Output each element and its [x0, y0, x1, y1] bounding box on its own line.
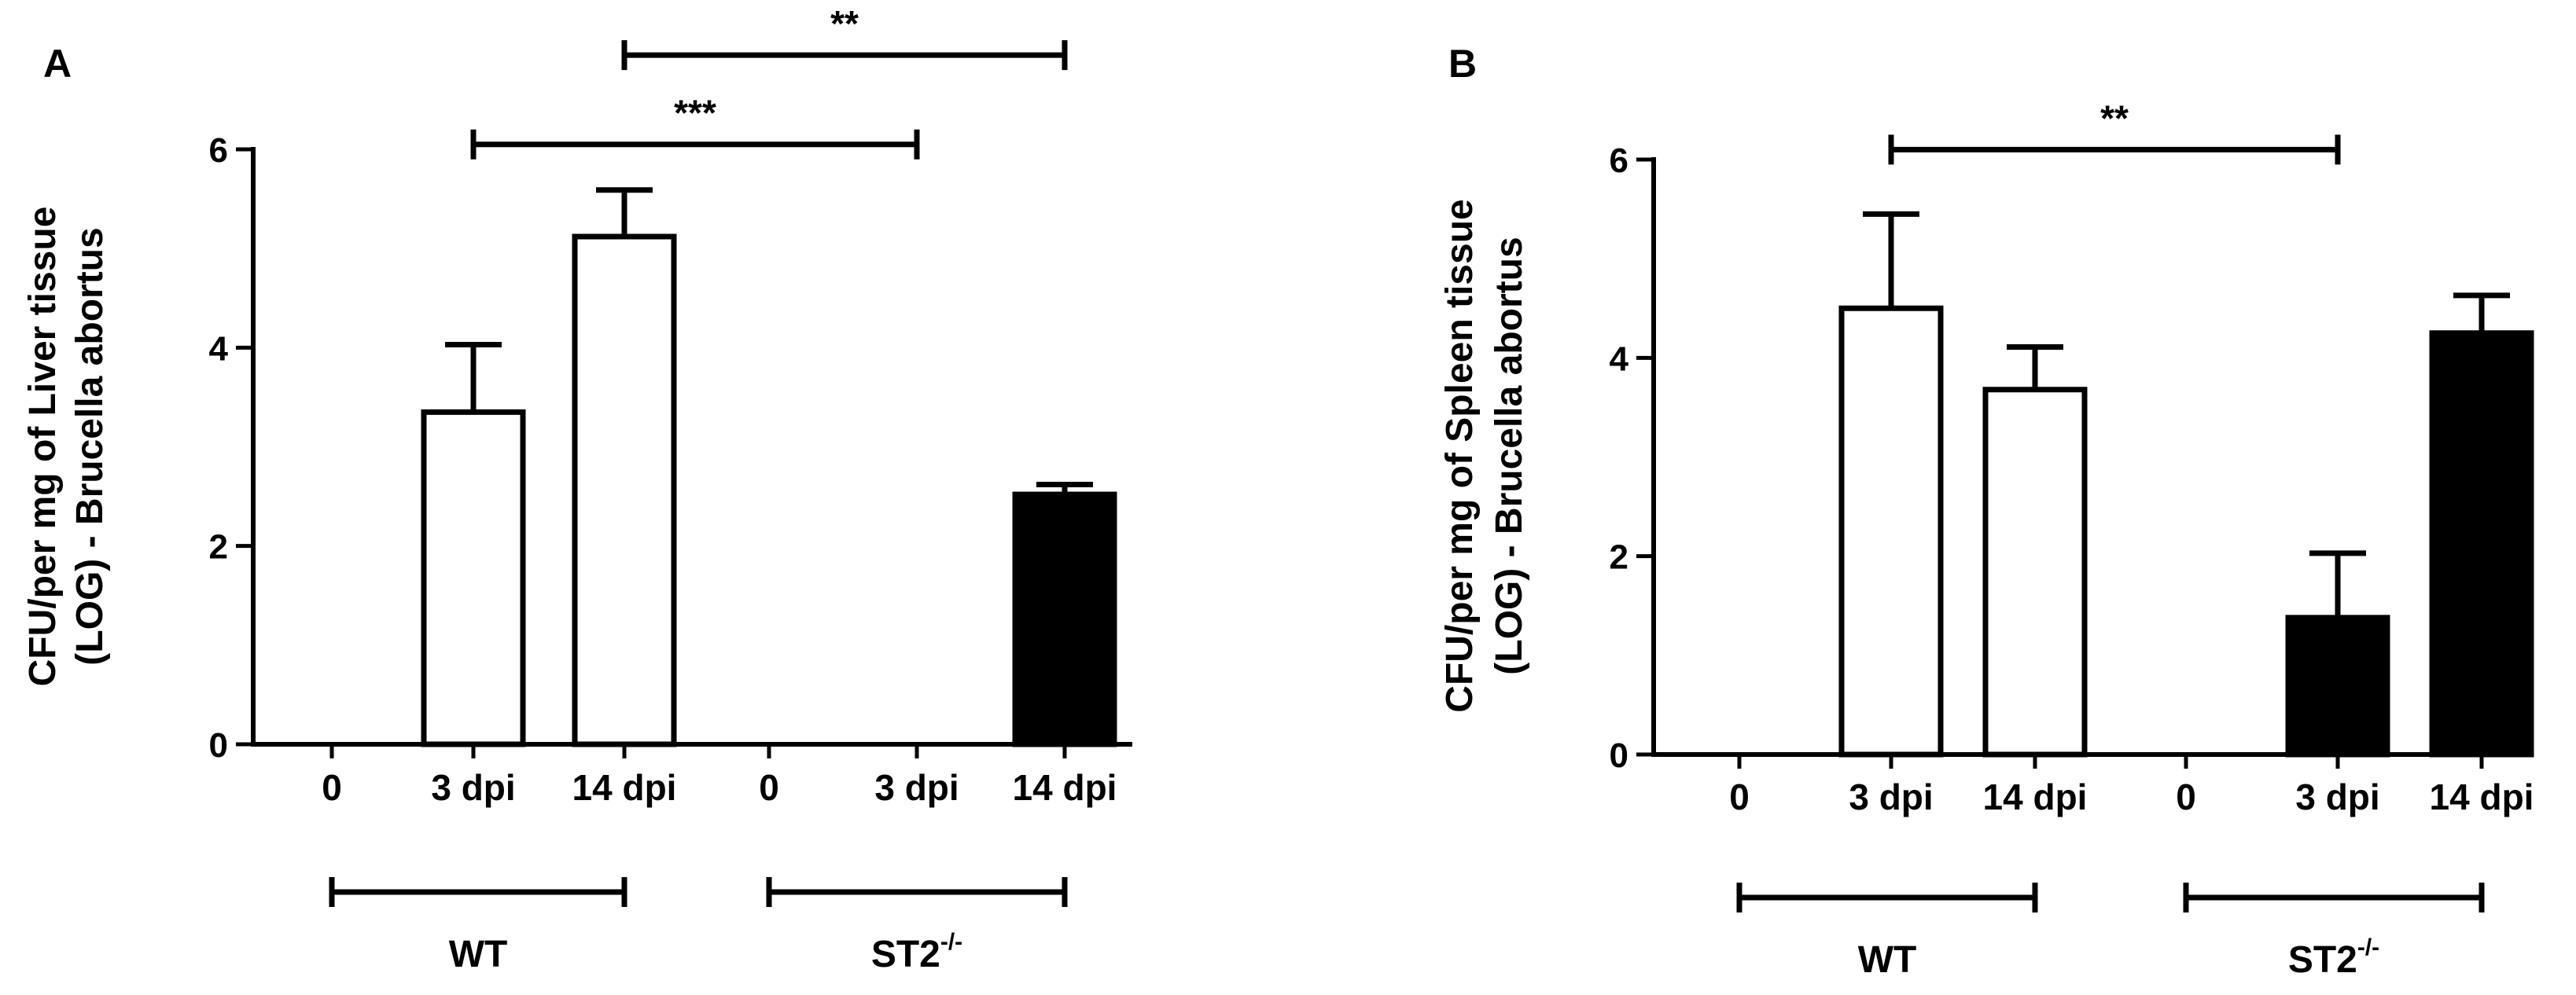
y-tick-label: 4: [1610, 340, 1629, 378]
bar: [421, 409, 526, 747]
x-tick-label: 14 dpi: [572, 767, 677, 808]
x-tick-label: 3 dpi: [874, 767, 959, 808]
bar: [1012, 491, 1117, 747]
panel-a: A CFU/per mg of Liver tissue (LOG) - Bruce…: [22, 3, 1132, 975]
group-label: ST2-/-: [2288, 934, 2379, 981]
y-axis-label: (LOG) - Brucella abortus: [69, 227, 111, 665]
group-label: WT: [449, 934, 508, 975]
y-tick-label: 2: [209, 528, 228, 567]
bar: [1982, 387, 2088, 758]
group-label-text: WT: [1858, 939, 1917, 981]
y-tick-label: 0: [1610, 736, 1628, 775]
x-tick-label: 14 dpi: [1013, 767, 1117, 808]
bar: [1838, 305, 1944, 758]
significance-label: **: [830, 3, 859, 44]
x-tick-label: 0: [1729, 777, 1750, 817]
panel-b: B CFU/per mg of Spleen tissue (LOG) - Bruc…: [1439, 42, 2534, 981]
x-tick-label: 0: [759, 767, 779, 808]
y-tick-label: 0: [209, 726, 228, 765]
bar: [2429, 330, 2534, 758]
x-tick-label: 0: [322, 767, 342, 808]
y-tick-label: 2: [1610, 538, 1628, 577]
x-tick-label: 14 dpi: [1983, 777, 2088, 817]
y-tick-label: 4: [209, 329, 229, 368]
x-tick-label: 3 dpi: [1849, 777, 1933, 817]
panel-label: B: [1448, 42, 1477, 86]
bar: [2285, 615, 2390, 758]
y-axis-label: CFU/per mg of Liver tissue: [22, 207, 64, 687]
group-label-superscript: -/-: [2357, 934, 2379, 960]
group-label: ST2-/-: [871, 929, 962, 975]
group-label-text: ST2: [871, 934, 940, 975]
significance-label: **: [2100, 97, 2129, 138]
y-axis-label: (LOG) - Brucella abortus: [1489, 237, 1530, 674]
x-tick-label: 0: [2176, 777, 2196, 817]
panel-label: A: [43, 42, 72, 86]
group-label-text: ST2: [2288, 939, 2357, 981]
x-tick-label: 3 dpi: [431, 767, 515, 808]
significance-label: ***: [674, 93, 716, 134]
x-tick-label: 14 dpi: [2430, 777, 2534, 817]
y-tick-label: 6: [209, 131, 228, 170]
group-label-superscript: -/-: [940, 929, 962, 955]
y-axis-label: CFU/per mg of Spleen tissue: [1439, 199, 1481, 712]
bar: [572, 233, 677, 747]
y-tick-label: 6: [1610, 141, 1628, 180]
group-label-text: WT: [449, 934, 508, 975]
group-label: WT: [1858, 939, 1917, 981]
x-tick-label: 3 dpi: [2295, 777, 2379, 817]
